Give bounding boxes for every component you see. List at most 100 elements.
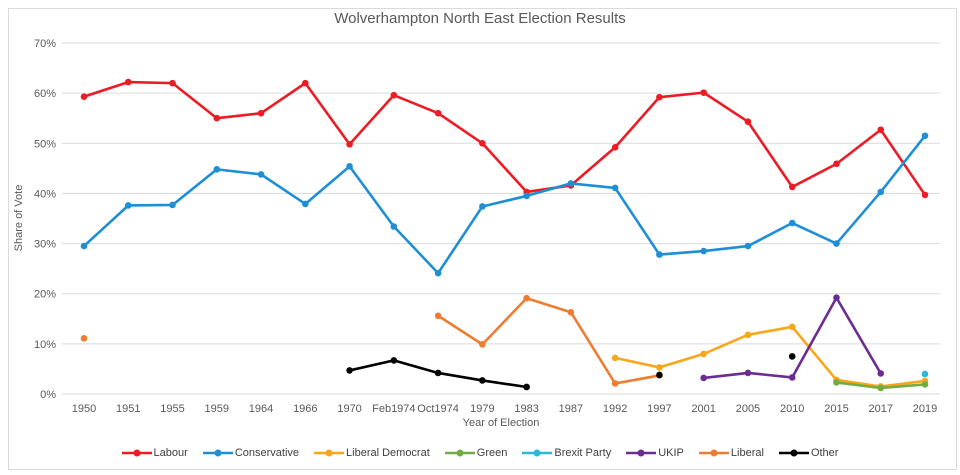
data-point-liberal-democrat — [656, 364, 663, 371]
data-point-liberal — [80, 335, 88, 342]
y-tick-label: 70% — [34, 38, 56, 50]
series-line-liberal-democrat — [613, 325, 927, 388]
x-tick-label: 1966 — [293, 403, 317, 415]
series-line-ukip — [702, 296, 883, 380]
data-point-other — [346, 367, 353, 374]
data-point-labour — [390, 91, 398, 99]
data-point-liberal-democrat — [700, 350, 707, 358]
data-point-conservative — [877, 188, 885, 196]
data-point-liberal — [479, 341, 486, 348]
x-tick-label: Feb1974 — [372, 403, 415, 415]
data-point-conservative — [921, 132, 929, 140]
series-line-conservative — [82, 134, 927, 275]
x-tick-label: 1983 — [514, 403, 538, 415]
data-point-ukip — [833, 294, 840, 302]
data-point-labour — [479, 139, 486, 147]
legend-item-ukip: UKIP — [626, 447, 684, 459]
data-point-liberal — [611, 380, 619, 387]
data-point-conservative — [302, 200, 309, 208]
data-point-labour — [921, 191, 929, 199]
x-tick-label: 1979 — [470, 403, 494, 415]
x-tick-label: 2015 — [824, 403, 848, 415]
data-point-conservative — [479, 203, 486, 210]
legend-line-marker-icon — [626, 449, 657, 457]
chart-title: Wolverhampton North East Election Result… — [334, 10, 626, 27]
data-point-conservative — [434, 269, 442, 277]
legend-line-marker-icon — [202, 449, 233, 457]
legend-line-marker-icon — [698, 449, 729, 457]
x-tick-label: 1955 — [160, 403, 184, 415]
x-tick-label: 1970 — [337, 403, 361, 415]
legend-label: Liberal Democrat — [346, 447, 430, 459]
data-point-brexit-party — [921, 370, 929, 378]
data-point-other — [479, 377, 486, 384]
data-point-labour — [700, 89, 707, 96]
data-point-conservative — [833, 240, 840, 247]
data-point-labour — [611, 143, 619, 151]
legend-label: UKIP — [658, 447, 684, 459]
legend-item-green: Green — [444, 447, 508, 459]
data-point-conservative — [700, 247, 707, 255]
x-tick-label: 1959 — [205, 403, 229, 415]
data-point-liberal — [434, 312, 442, 320]
data-point-labour — [80, 93, 88, 100]
legend-label: Liberal — [730, 447, 764, 459]
y-tick-label: 30% — [34, 239, 56, 251]
data-point-conservative — [611, 184, 619, 192]
legend-item-liberal: Liberal — [698, 447, 764, 459]
data-point-conservative — [744, 242, 752, 250]
data-point-other — [523, 383, 530, 391]
series-line-liberal — [436, 296, 661, 385]
legend-line-marker-icon — [522, 449, 553, 457]
data-point-conservative — [788, 219, 796, 227]
data-point-conservative — [346, 163, 353, 170]
data-point-labour — [257, 109, 265, 117]
data-point-liberal — [567, 308, 575, 316]
legend-line-marker-icon — [314, 449, 345, 457]
x-tick-label: 1997 — [647, 403, 671, 415]
x-tick-label: Oct1974 — [417, 403, 459, 415]
data-point-liberal-democrat — [744, 331, 752, 339]
data-point-conservative — [213, 166, 221, 173]
data-point-other — [434, 369, 442, 377]
data-point-other — [656, 371, 663, 379]
legend-line-marker-icon — [444, 449, 475, 457]
legend-item-other: Other — [778, 447, 838, 459]
data-point-liberal-democrat — [611, 354, 619, 362]
data-point-conservative — [523, 192, 530, 200]
legend-label: Labour — [153, 447, 188, 459]
x-tick-label: 1951 — [116, 403, 140, 415]
data-point-green — [877, 384, 885, 392]
data-point-conservative — [169, 201, 176, 209]
data-point-green — [921, 381, 929, 388]
legend-item-labour: Labour — [121, 447, 188, 459]
x-tick-label: 2017 — [868, 403, 892, 415]
data-point-labour — [169, 79, 176, 87]
data-point-conservative — [656, 251, 663, 258]
data-point-labour — [656, 93, 663, 101]
series-line-labour — [82, 80, 927, 197]
x-tick-label: 1964 — [249, 403, 273, 415]
legend-item-conservative: Conservative — [202, 447, 300, 459]
data-point-labour — [346, 140, 353, 148]
data-point-liberal — [523, 294, 530, 302]
data-point-ukip — [744, 369, 752, 377]
data-point-green — [833, 379, 840, 386]
data-point-ukip — [877, 370, 885, 377]
data-point-conservative — [80, 242, 88, 250]
data-point-conservative — [257, 171, 265, 178]
data-point-conservative — [567, 180, 575, 187]
chart-legend: Labour Conservative Liberal Democrat Green B… — [0, 447, 960, 459]
data-point-labour — [744, 118, 752, 126]
x-tick-label: 2005 — [736, 403, 760, 415]
legend-label: Conservative — [234, 447, 300, 459]
data-point-conservative — [124, 202, 132, 209]
legend-label: Green — [476, 447, 508, 459]
x-tick-label: 1987 — [559, 403, 583, 415]
data-point-labour — [124, 78, 132, 86]
data-point-labour — [434, 109, 442, 117]
y-tick-label: 50% — [34, 138, 56, 150]
x-tick-label: 2001 — [691, 403, 715, 415]
